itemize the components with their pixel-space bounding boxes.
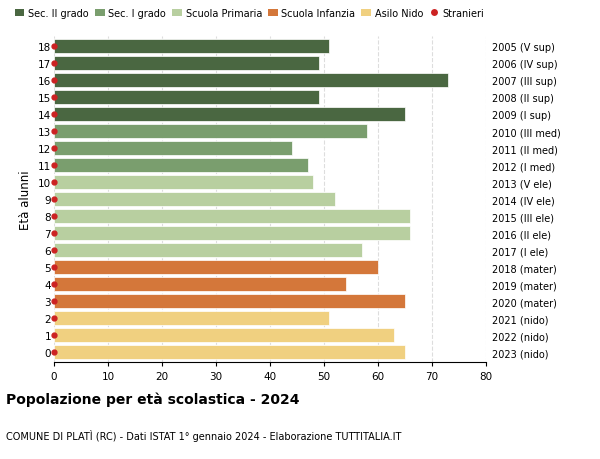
Bar [54,90,319,105]
Bar [54,311,329,326]
Bar [54,345,405,360]
Bar [54,175,313,190]
Bar [54,107,405,122]
Bar [54,73,448,88]
Bar [54,192,335,207]
Bar [54,226,410,241]
Text: Popolazione per età scolastica - 2024: Popolazione per età scolastica - 2024 [6,392,299,406]
Bar [54,39,329,54]
Bar [54,243,362,258]
Bar [54,124,367,139]
Bar [54,141,292,156]
Bar [54,328,394,343]
Y-axis label: Età alunni: Età alunni [19,170,32,230]
Bar [54,294,405,309]
Bar [54,158,308,173]
Text: COMUNE DI PLATÌ (RC) - Dati ISTAT 1° gennaio 2024 - Elaborazione TUTTITALIA.IT: COMUNE DI PLATÌ (RC) - Dati ISTAT 1° gen… [6,429,401,441]
Bar [54,277,346,292]
Bar [54,56,319,71]
Legend: Sec. II grado, Sec. I grado, Scuola Primaria, Scuola Infanzia, Asilo Nido, Stran: Sec. II grado, Sec. I grado, Scuola Prim… [11,5,488,22]
Bar [54,260,378,275]
Bar [54,209,410,224]
